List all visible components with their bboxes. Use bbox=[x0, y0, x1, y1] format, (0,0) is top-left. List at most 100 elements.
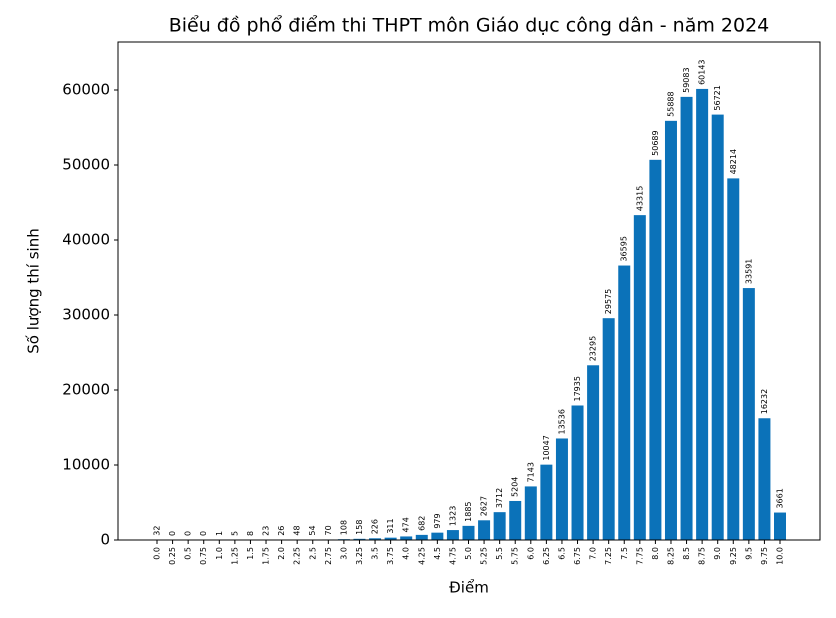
y-tick-label: 60000 bbox=[62, 81, 110, 99]
value-label: 56721 bbox=[713, 85, 722, 110]
x-tick-label: 2.25 bbox=[293, 547, 302, 565]
bar bbox=[571, 405, 584, 540]
bar bbox=[587, 365, 600, 540]
value-label: 17935 bbox=[573, 376, 582, 401]
bar bbox=[431, 532, 444, 540]
value-label: 226 bbox=[371, 519, 380, 534]
bar bbox=[540, 464, 553, 540]
value-label: 36595 bbox=[620, 236, 629, 261]
value-label: 7143 bbox=[526, 462, 535, 482]
x-tick-label: 1.0 bbox=[215, 547, 224, 560]
bar bbox=[696, 88, 709, 541]
y-tick-label: 10000 bbox=[62, 456, 110, 474]
x-tick-label: 5.75 bbox=[511, 547, 520, 565]
x-tick-label: 8.5 bbox=[682, 547, 691, 560]
bar bbox=[478, 520, 491, 540]
value-label: 29575 bbox=[604, 289, 613, 314]
x-tick-label: 3.0 bbox=[339, 547, 348, 560]
bar bbox=[649, 159, 662, 540]
bar bbox=[400, 536, 413, 540]
value-label: 16232 bbox=[760, 389, 769, 414]
bar bbox=[742, 288, 755, 540]
x-tick-label: 9.75 bbox=[760, 547, 769, 565]
bar bbox=[524, 486, 537, 540]
x-tick-label: 8.75 bbox=[698, 547, 707, 565]
bar bbox=[618, 265, 631, 540]
value-label: 0 bbox=[199, 531, 208, 536]
value-label: 59083 bbox=[682, 67, 691, 92]
value-label: 60143 bbox=[698, 59, 707, 84]
value-label: 1885 bbox=[464, 502, 473, 522]
value-label: 54 bbox=[308, 525, 317, 535]
bar bbox=[555, 438, 568, 540]
chart-title: Biểu đồ phổ điểm thi THPT môn Giáo dục c… bbox=[169, 15, 770, 37]
value-label: 0 bbox=[168, 531, 177, 536]
value-label: 55888 bbox=[666, 91, 675, 116]
value-label: 70 bbox=[324, 525, 333, 535]
x-tick-label: 9.5 bbox=[744, 547, 753, 560]
bar bbox=[711, 114, 724, 540]
x-tick-label: 3.75 bbox=[386, 547, 395, 565]
x-tick-label: 6.5 bbox=[557, 547, 566, 560]
value-label: 1323 bbox=[448, 506, 457, 526]
value-label: 0 bbox=[184, 531, 193, 536]
x-tick-label: 2.0 bbox=[277, 547, 286, 560]
x-tick-label: 4.5 bbox=[433, 547, 442, 560]
y-tick-label: 20000 bbox=[62, 381, 110, 399]
value-label: 48214 bbox=[729, 149, 738, 174]
x-tick-label: 7.5 bbox=[620, 547, 629, 560]
value-label: 2627 bbox=[480, 496, 489, 516]
x-tick-label: 5.25 bbox=[480, 547, 489, 565]
bar bbox=[664, 120, 677, 540]
value-label: 3712 bbox=[495, 488, 504, 508]
x-axis-label: Điểm bbox=[449, 579, 489, 597]
value-label: 33591 bbox=[744, 259, 753, 284]
bar bbox=[758, 418, 771, 540]
plot-frame bbox=[117, 41, 821, 541]
bar bbox=[446, 530, 459, 540]
x-tick-label: 6.75 bbox=[573, 547, 582, 565]
x-tick-label: 7.25 bbox=[604, 547, 613, 565]
y-tick-label: 50000 bbox=[62, 156, 110, 174]
value-label: 108 bbox=[339, 520, 348, 535]
x-tick-label: 0.75 bbox=[199, 547, 208, 565]
x-tick-label: 0.25 bbox=[168, 547, 177, 565]
x-tick-label: 1.25 bbox=[230, 547, 239, 565]
value-label: 23 bbox=[262, 526, 271, 536]
value-label: 5 bbox=[230, 531, 239, 536]
bar bbox=[509, 500, 522, 540]
value-label: 32 bbox=[153, 526, 162, 536]
x-tick-label: 1.75 bbox=[262, 547, 271, 565]
bar bbox=[369, 538, 382, 540]
y-axis-label: Số lượng thí sinh bbox=[25, 228, 43, 353]
value-label: 979 bbox=[433, 513, 442, 528]
x-tick-label: 5.0 bbox=[464, 547, 473, 560]
x-tick-label: 3.5 bbox=[371, 547, 380, 560]
x-tick-label: 4.75 bbox=[448, 547, 457, 565]
bar bbox=[727, 178, 740, 540]
bar bbox=[384, 537, 397, 540]
value-label: 8 bbox=[246, 531, 255, 536]
value-label: 48 bbox=[293, 525, 302, 535]
x-tick-label: 5.5 bbox=[495, 547, 504, 560]
value-label: 43315 bbox=[635, 186, 644, 211]
bar bbox=[774, 512, 786, 540]
x-tick-label: 7.75 bbox=[635, 547, 644, 565]
value-label: 158 bbox=[355, 520, 364, 535]
value-label: 1 bbox=[215, 531, 224, 536]
bar bbox=[602, 318, 615, 540]
y-tick-label: 0 bbox=[100, 531, 110, 549]
x-tick-label: 8.0 bbox=[651, 547, 660, 560]
value-label: 13536 bbox=[557, 409, 566, 434]
x-tick-label: 1.5 bbox=[246, 547, 255, 560]
value-label: 26 bbox=[277, 526, 286, 536]
bar bbox=[680, 96, 693, 540]
value-label: 23295 bbox=[589, 336, 598, 361]
x-tick-label: 6.25 bbox=[542, 547, 551, 565]
x-tick-label: 3.25 bbox=[355, 547, 364, 565]
bar bbox=[493, 512, 506, 540]
x-tick-label: 7.0 bbox=[589, 547, 598, 560]
y-tick-label: 40000 bbox=[62, 231, 110, 249]
